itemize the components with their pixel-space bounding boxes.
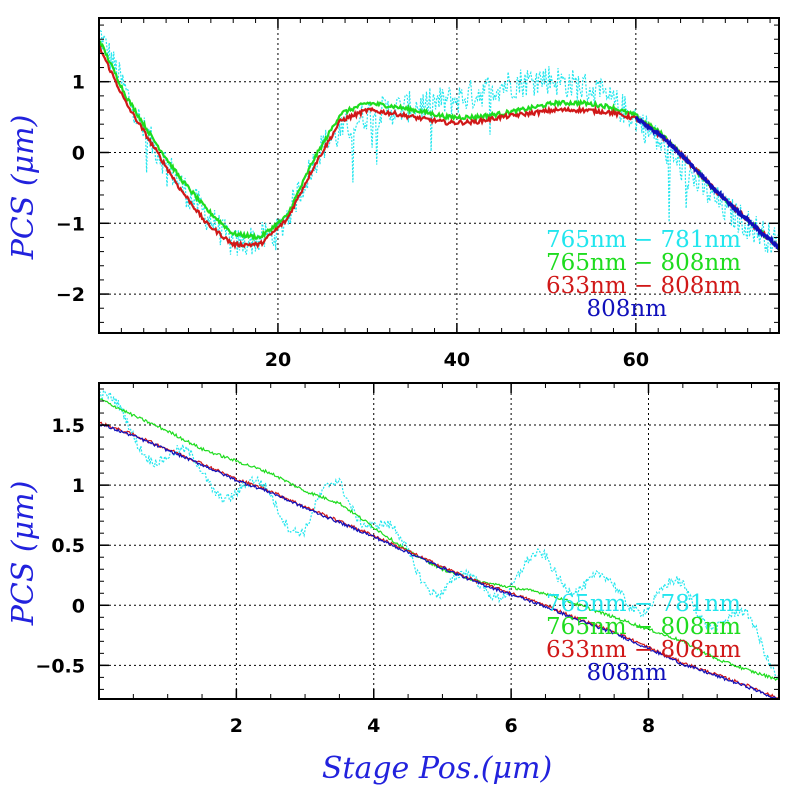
x-tick-label: 20 [265,349,291,371]
top-y-axis-title: PCS (μm) [6,115,41,261]
y-tick-label: 1 [72,475,85,497]
x-tick-label: 8 [642,715,655,737]
series-line-1 [99,27,779,256]
legend-entry-3: 633nm − 808nm [546,637,741,663]
bottom-plot-frame [98,382,780,700]
top-ticks [98,18,779,333]
series-line-2 [99,39,779,251]
y-tick-label: 0 [72,142,85,164]
top-tick-labels: 20 40 60 −2 −1 0 1 [56,72,649,371]
y-tick-label: −0.5 [35,655,85,677]
x-tick-label: 40 [444,349,470,371]
bottom-series-group [99,389,779,699]
bottom-tick-labels: 2 4 6 8 −0.5 0 0.5 1 1.5 [35,415,655,737]
legend-entry-3: 633nm − 808nm [546,273,741,299]
x-tick-label: 60 [623,349,649,371]
bottom-y-axis-title: PCS (μm) [6,481,41,627]
x-tick-label: 6 [505,715,518,737]
y-tick-label: −1 [56,213,85,235]
legend-entry-1: 765nm − 781nm [546,227,741,253]
legend-entry-2: 765nm − 808nm [546,614,741,640]
bottom-ticks [98,383,779,699]
series-line-1 [99,389,779,679]
series-line-4 [99,423,779,699]
bottom-grid [99,383,779,699]
x-axis-title: Stage Pos.(μm) [322,751,552,786]
y-tick-label: −2 [56,284,85,306]
legend-entry-2: 765nm − 808nm [546,250,741,276]
top-series-group [99,27,779,256]
legend-entry-4: 808nm [586,660,667,686]
legend-entry-1: 765nm − 781nm [546,591,741,617]
x-tick-label: 4 [367,715,380,737]
legend-entry-4: 808nm [586,296,667,322]
series-line-4 [634,116,779,253]
y-tick-label: 1 [72,72,85,94]
y-tick-label: 0 [72,595,85,617]
y-tick-label: 1.5 [51,415,85,437]
top-plot-frame [98,17,780,334]
x-tick-label: 2 [230,715,243,737]
y-tick-label: 0.5 [51,535,85,557]
